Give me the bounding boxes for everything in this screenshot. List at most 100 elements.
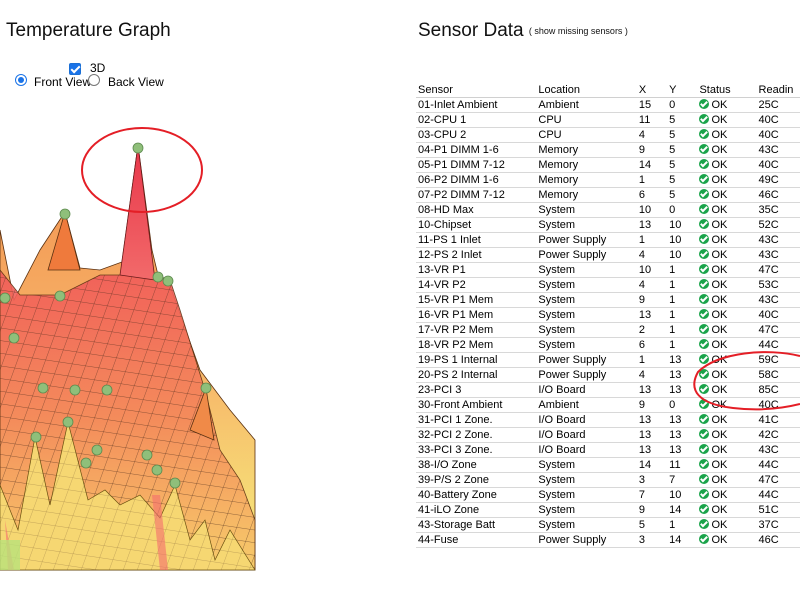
- sensor-name-cell: 15-VR P1 Mem: [416, 292, 537, 308]
- col-header-sensor[interactable]: Sensor: [416, 82, 537, 98]
- sensor-marker[interactable]: [62, 416, 74, 428]
- table-row: 38-I/O Zone System 14 11 OK 44C: [416, 457, 800, 473]
- col-header-y[interactable]: Y: [667, 82, 698, 98]
- sensor-marker[interactable]: [37, 382, 49, 394]
- sensor-data-panel: Sensor Data ( show missing sensors ) Sen…: [408, 0, 800, 600]
- status-cell: OK: [697, 457, 757, 473]
- x-cell: 6: [636, 337, 668, 353]
- x-cell: 13: [636, 382, 668, 398]
- location-cell: CPU: [536, 127, 637, 143]
- sensor-marker[interactable]: [101, 384, 113, 396]
- status-text: OK: [711, 264, 728, 276]
- ok-check-icon: [699, 429, 710, 439]
- status-text: OK: [711, 489, 728, 501]
- x-cell: 9: [636, 292, 668, 308]
- reading-cell: 51C: [756, 502, 800, 518]
- ok-check-icon: [699, 189, 710, 199]
- sensor-name-cell: 02-CPU 1: [416, 112, 537, 128]
- sensor-marker[interactable]: [69, 384, 81, 396]
- status-cell: OK: [697, 217, 757, 233]
- sensor-name-cell: 05-P1 DIMM 7-12: [416, 157, 537, 173]
- sensor-marker[interactable]: [8, 332, 20, 344]
- show-missing-sensors-link[interactable]: ( show missing sensors ): [528, 25, 628, 36]
- sensor-data-heading: Sensor Data ( show missing sensors ): [418, 20, 628, 42]
- col-header-status[interactable]: Status: [697, 82, 757, 98]
- status-text: OK: [711, 159, 728, 171]
- col-header-x[interactable]: X: [636, 82, 668, 98]
- sensor-name-cell: 33-PCI 3 Zone.: [416, 442, 537, 458]
- y-cell: 1: [667, 292, 698, 308]
- sensor-marker[interactable]: [132, 142, 144, 154]
- ok-check-icon: [699, 459, 710, 469]
- location-cell: System: [536, 502, 637, 518]
- sensor-marker[interactable]: [0, 292, 11, 304]
- reading-cell: 43C: [756, 247, 800, 263]
- sensor-marker[interactable]: [200, 382, 212, 394]
- location-cell: Memory: [536, 172, 637, 188]
- reading-cell: 47C: [756, 262, 800, 278]
- status-text: OK: [711, 429, 728, 441]
- sensor-marker[interactable]: [30, 431, 42, 443]
- status-text: OK: [711, 294, 728, 306]
- sensor-marker[interactable]: [151, 464, 163, 476]
- status-text: OK: [711, 519, 728, 531]
- y-cell: 5: [667, 172, 698, 188]
- front-view-radio[interactable]: [15, 74, 27, 86]
- temperature-surface-graph[interactable]: [0, 100, 400, 600]
- status-text: OK: [711, 369, 728, 381]
- table-row: 20-PS 2 Internal Power Supply 4 13 OK 58C: [416, 367, 800, 383]
- reading-cell: 35C: [756, 202, 800, 218]
- location-cell: Power Supply: [536, 247, 637, 263]
- ok-check-icon: [699, 204, 710, 214]
- col-header-reading[interactable]: Readin: [756, 82, 800, 98]
- sensor-marker[interactable]: [54, 290, 66, 302]
- status-cell: OK: [697, 232, 757, 248]
- status-text: OK: [711, 534, 728, 546]
- back-view-radio[interactable]: [88, 74, 100, 86]
- surface-peak-right: [189, 386, 215, 441]
- sensor-marker[interactable]: [91, 444, 103, 456]
- table-header-row: Sensor Location X Y Status Readin: [416, 82, 800, 98]
- sensor-data-title: Sensor Data: [418, 20, 524, 41]
- sensor-marker[interactable]: [162, 275, 174, 287]
- sensor-marker[interactable]: [152, 271, 164, 283]
- toggle-3d-checkbox[interactable]: [69, 63, 81, 75]
- x-cell: 13: [636, 307, 668, 323]
- sensor-name-cell: 23-PCI 3: [416, 382, 537, 398]
- table-row: 06-P2 DIMM 1-6 Memory 1 5 OK 49C: [416, 172, 800, 188]
- y-cell: 1: [667, 307, 698, 323]
- sensor-name-cell: 08-HD Max: [416, 202, 537, 218]
- y-cell: 0: [667, 202, 698, 218]
- table-row: 10-Chipset System 13 10 OK 52C: [416, 217, 800, 233]
- sensor-marker[interactable]: [169, 477, 181, 489]
- ok-check-icon: [699, 174, 710, 184]
- status-text: OK: [711, 324, 728, 336]
- table-row: 41-iLO Zone System 9 14 OK 51C: [416, 502, 800, 518]
- col-header-location[interactable]: Location: [536, 82, 637, 98]
- location-cell: Memory: [536, 157, 637, 173]
- y-cell: 5: [667, 127, 698, 143]
- reading-cell: 46C: [756, 532, 800, 548]
- reading-cell: 40C: [756, 307, 800, 323]
- sensor-marker[interactable]: [59, 208, 71, 220]
- toggle-3d-label: 3D: [90, 61, 106, 75]
- x-cell: 4: [636, 367, 668, 383]
- status-text: OK: [711, 339, 728, 351]
- status-text: OK: [711, 354, 728, 366]
- ok-check-icon: [699, 384, 710, 394]
- sensor-name-cell: 12-PS 2 Inlet: [416, 247, 537, 263]
- y-cell: 5: [667, 112, 698, 128]
- sensor-name-cell: 16-VR P1 Mem: [416, 307, 537, 323]
- status-text: OK: [711, 414, 728, 426]
- sensor-marker[interactable]: [80, 457, 92, 469]
- reading-cell: 85C: [756, 382, 800, 398]
- reading-cell: 40C: [756, 397, 800, 413]
- y-cell: 0: [667, 97, 698, 113]
- x-cell: 13: [636, 427, 668, 443]
- sensor-name-cell: 11-PS 1 Inlet: [416, 232, 537, 248]
- status-cell: OK: [697, 367, 757, 383]
- ok-check-icon: [699, 369, 710, 379]
- status-cell: OK: [697, 172, 757, 188]
- x-cell: 13: [636, 442, 668, 458]
- sensor-marker[interactable]: [141, 449, 153, 461]
